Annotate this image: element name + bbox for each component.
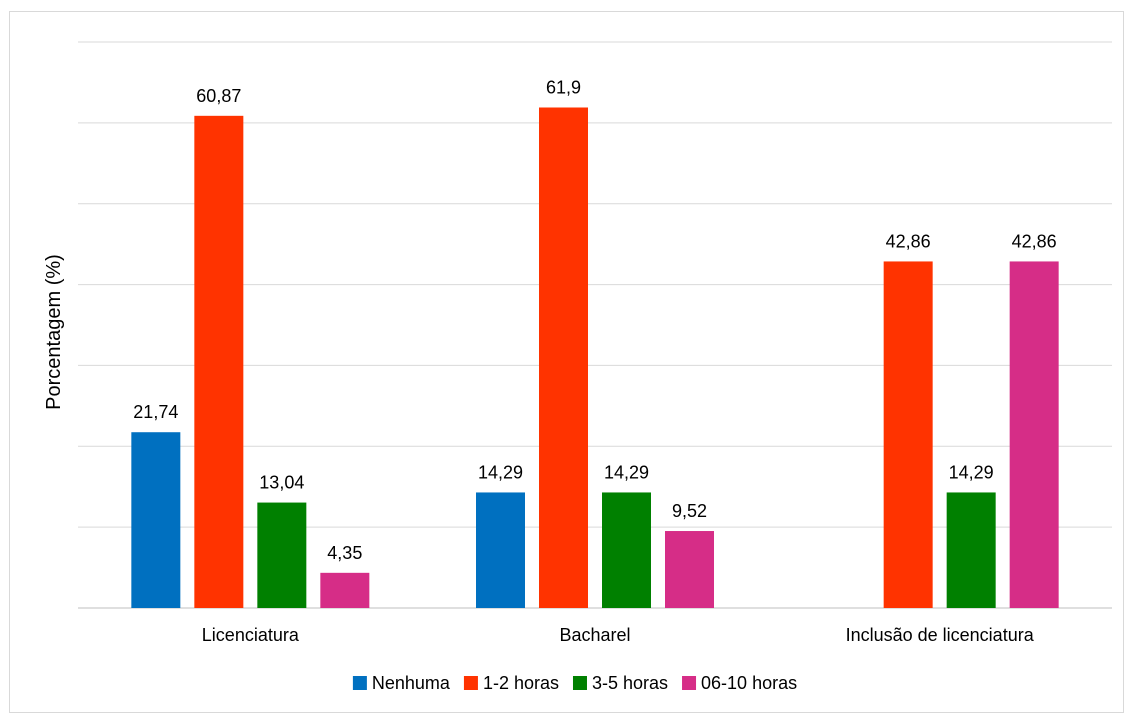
data-label: 42,86 bbox=[886, 231, 931, 251]
legend: Nenhuma 1-2 horas 3-5 horas 06-10 horas bbox=[352, 673, 797, 693]
bar bbox=[665, 531, 714, 608]
category-label: Licenciatura bbox=[202, 625, 300, 645]
legend-swatch bbox=[352, 676, 367, 690]
bar bbox=[257, 502, 307, 608]
category-labels: Licenciatura Bacharel Inclusão de licencia… bbox=[202, 625, 1035, 645]
legend-swatch bbox=[572, 676, 587, 690]
bar bbox=[320, 572, 370, 608]
bar bbox=[946, 492, 996, 608]
data-label: 42,86 bbox=[1012, 231, 1057, 251]
data-label: 14,29 bbox=[604, 462, 649, 482]
data-label: 13,04 bbox=[259, 473, 304, 493]
data-label: 14,29 bbox=[478, 462, 523, 482]
legend-label: 06-10 horas bbox=[701, 673, 797, 693]
bar bbox=[602, 492, 651, 608]
data-label: 4,35 bbox=[327, 543, 362, 563]
y-axis-label: Porcentagem (%) bbox=[43, 254, 65, 410]
bar bbox=[476, 492, 525, 608]
data-label: 60,87 bbox=[196, 86, 241, 106]
data-label: 9,52 bbox=[672, 501, 707, 521]
legend-swatch bbox=[682, 676, 697, 690]
bar bbox=[883, 261, 933, 608]
data-label: 61,9 bbox=[546, 77, 581, 97]
bar bbox=[1009, 261, 1059, 608]
bars bbox=[131, 107, 1059, 608]
bar bbox=[131, 432, 181, 608]
gridlines bbox=[78, 41, 1112, 609]
data-label: 14,29 bbox=[949, 462, 994, 482]
legend-label: 3-5 horas bbox=[592, 673, 668, 693]
category-label: Bacharel bbox=[559, 625, 630, 645]
bar bbox=[194, 115, 244, 608]
data-labels: 21,74 60,87 13,04 4,35 14,29 61,9 14,29 9,52 42,… bbox=[133, 77, 1056, 562]
category-label: Inclusão de licenciatura bbox=[846, 625, 1035, 645]
legend-swatch bbox=[463, 676, 478, 690]
bar bbox=[539, 107, 588, 608]
legend-label: Nenhuma bbox=[372, 673, 451, 693]
legend-label: 1-2 horas bbox=[483, 673, 559, 693]
data-label: 21,74 bbox=[133, 402, 178, 422]
